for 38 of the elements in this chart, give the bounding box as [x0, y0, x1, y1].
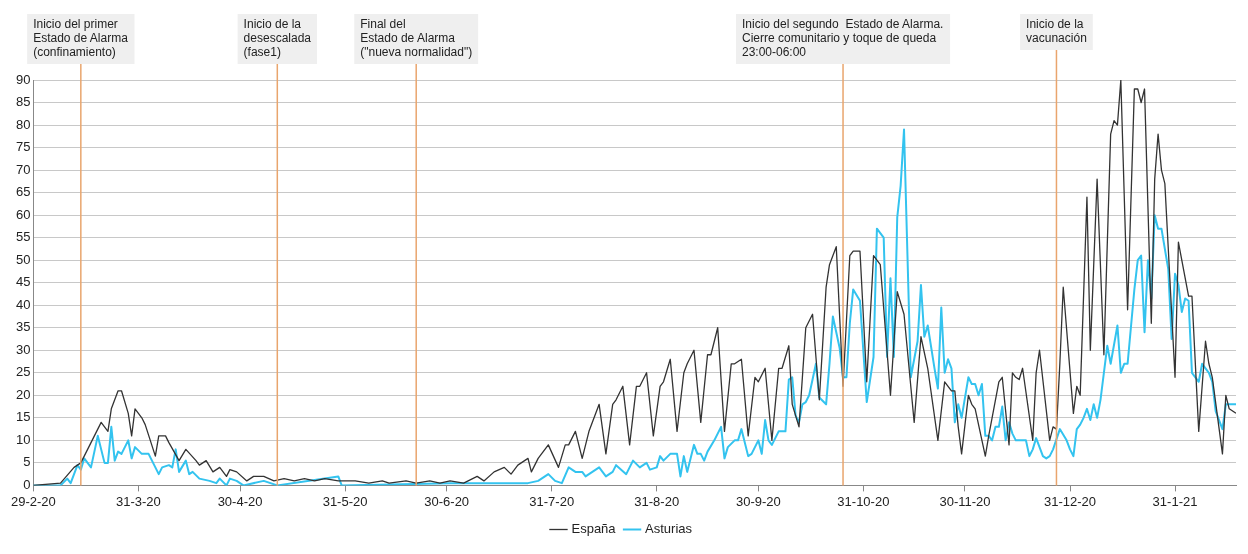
ref-line-label: Final del Estado de Alarma ("nueva normalidad"): [360, 17, 473, 60]
y-tick-label: 5: [23, 454, 31, 470]
x-tick-label: 31-12-20: [1043, 493, 1097, 509]
y-tick-label: 10: [15, 431, 31, 447]
y-tick-label: 60: [15, 206, 31, 222]
y-tick-label: 70: [15, 161, 31, 177]
x-tick-label: 30-11-20: [939, 493, 991, 509]
y-tick-label: 15: [15, 409, 31, 425]
x-tick-label: 31-7-20: [529, 493, 575, 509]
ref-line-label: Inicio del primer Estado de Alarma (confinamiento): [33, 17, 129, 60]
ref-line-label: Inicio de la vacunación: [1026, 17, 1087, 46]
y-tick-label: 0: [23, 476, 31, 492]
y-tick-label: 40: [15, 296, 31, 312]
y-tick-label: 45: [15, 274, 31, 290]
x-tick-label: 30-4-20: [217, 493, 263, 509]
x-tick-label: 30-9-20: [735, 493, 781, 509]
y-tick-label: 80: [15, 116, 31, 132]
y-tick-label: 65: [15, 184, 31, 200]
y-tick-label: 90: [15, 71, 31, 87]
ref-line-label: Inicio de la desescalada (fase1): [243, 17, 312, 60]
x-tick-label: 31-5-20: [322, 493, 368, 509]
x-tick-label: 31-1-21: [1152, 493, 1198, 509]
y-tick-label: 85: [15, 94, 31, 110]
x-tick-label: 29-2-20: [11, 493, 56, 509]
y-tick-label: 55: [15, 229, 31, 245]
legend-label: España: [571, 521, 617, 537]
y-tick-label: 35: [15, 319, 31, 335]
ref-line-label: Inicio del segundo Estado de Alarma. Cierre comunitario y toque de queda 23:00-06:00: [741, 17, 944, 60]
x-tick-label: 31-8-20: [634, 493, 680, 509]
y-tick-label: 75: [15, 139, 31, 155]
y-tick-label: 50: [15, 251, 31, 267]
y-tick-label: 30: [15, 341, 31, 357]
x-tick-label: 31-3-20: [116, 493, 161, 509]
x-tick-label: 31-10-20: [837, 493, 890, 509]
x-tick-label: 30-6-20: [424, 493, 470, 509]
y-tick-label: 25: [15, 364, 31, 380]
y-tick-label: 20: [15, 386, 31, 402]
legend-label: Asturias: [645, 521, 693, 537]
